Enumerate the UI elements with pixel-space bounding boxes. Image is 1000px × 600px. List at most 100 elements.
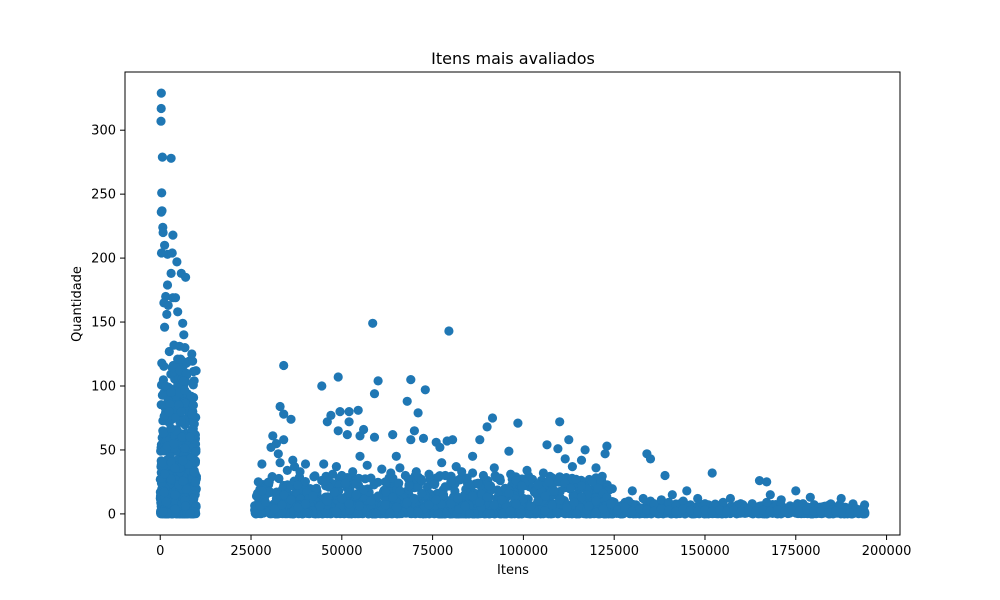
data-point	[277, 507, 287, 517]
data-point	[344, 488, 354, 498]
data-point	[191, 447, 201, 457]
data-point	[275, 401, 285, 412]
data-point	[580, 445, 590, 455]
data-point	[170, 490, 180, 500]
data-point	[522, 465, 532, 475]
scatter-points	[155, 88, 870, 519]
data-point	[540, 506, 550, 516]
data-point	[587, 477, 598, 487]
data-point	[369, 389, 380, 399]
data-point	[505, 506, 515, 516]
data-point	[156, 207, 166, 217]
data-point	[187, 409, 197, 419]
data-point	[395, 463, 405, 473]
data-point	[315, 501, 325, 511]
data-point	[489, 463, 499, 473]
data-point	[322, 496, 332, 506]
plot-frame	[124, 71, 901, 536]
data-point	[300, 459, 311, 469]
data-point	[576, 492, 587, 502]
data-point	[173, 307, 183, 317]
data-point	[157, 188, 167, 198]
data-point	[860, 509, 870, 519]
data-point	[555, 472, 565, 482]
data-point	[275, 458, 285, 468]
data-point	[444, 326, 454, 336]
x-tick-label: 125000	[589, 544, 639, 559]
data-point	[159, 487, 169, 497]
data-point	[438, 490, 449, 500]
data-point	[413, 408, 423, 418]
data-point	[157, 457, 167, 468]
data-point	[270, 504, 280, 514]
data-point	[181, 484, 191, 494]
data-point	[484, 481, 494, 491]
data-point	[794, 506, 805, 516]
data-point	[627, 506, 637, 516]
data-point	[482, 422, 492, 432]
data-point	[274, 473, 284, 484]
data-point	[156, 103, 166, 114]
data-point	[181, 368, 191, 378]
data-point	[395, 486, 405, 496]
data-point	[180, 343, 190, 353]
data-point	[413, 507, 423, 517]
data-point	[429, 479, 439, 490]
data-point	[156, 116, 166, 126]
data-point	[544, 477, 554, 487]
data-point	[366, 496, 376, 506]
data-point	[317, 381, 327, 391]
x-tick-label: 0	[156, 544, 164, 559]
data-point	[351, 490, 361, 500]
data-point	[627, 486, 637, 496]
data-point	[180, 501, 191, 511]
data-point	[576, 481, 587, 491]
data-point	[566, 483, 576, 493]
data-point	[538, 468, 549, 478]
data-point	[418, 433, 429, 443]
data-point	[831, 506, 841, 516]
data-point	[279, 360, 289, 371]
data-point	[359, 424, 369, 435]
data-point	[402, 497, 412, 507]
data-point	[762, 477, 772, 487]
data-point	[780, 506, 790, 516]
data-point	[685, 505, 696, 515]
data-point	[504, 446, 514, 456]
data-point	[656, 504, 667, 514]
data-point	[560, 454, 570, 464]
data-point	[405, 507, 415, 517]
data-point	[765, 490, 775, 500]
data-point	[478, 470, 488, 481]
data-point	[185, 432, 195, 442]
y-axis-ticks: 0 50 100 150 200 250 300	[91, 124, 125, 522]
data-point	[157, 152, 167, 162]
data-point	[667, 490, 677, 500]
y-tick-label: 250	[91, 188, 116, 203]
data-point	[165, 399, 175, 409]
data-point	[568, 490, 578, 500]
data-point	[765, 506, 775, 516]
data-point	[391, 502, 401, 512]
data-point	[437, 458, 447, 468]
data-point	[380, 500, 390, 510]
x-axis-label: Itens	[497, 563, 529, 578]
data-point	[170, 504, 180, 514]
data-point	[187, 349, 197, 359]
data-point	[567, 462, 578, 472]
data-point	[333, 372, 343, 382]
data-point	[162, 280, 173, 290]
x-tick-label: 150000	[680, 544, 730, 559]
data-point	[257, 459, 267, 469]
x-tick-label: 175000	[771, 544, 821, 559]
data-point	[185, 508, 195, 519]
data-point	[166, 423, 176, 433]
data-point	[649, 499, 659, 509]
data-point	[489, 500, 499, 510]
data-point	[163, 300, 173, 310]
data-point	[335, 407, 345, 417]
data-point	[526, 501, 536, 511]
data-point	[279, 435, 289, 445]
data-point	[391, 451, 401, 461]
data-point	[823, 507, 834, 518]
